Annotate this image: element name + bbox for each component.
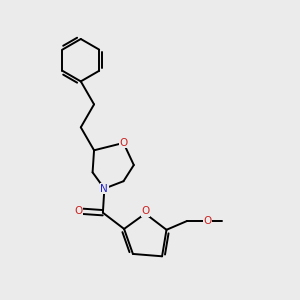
Text: O: O	[119, 138, 128, 148]
Text: O: O	[204, 216, 212, 226]
Text: O: O	[75, 206, 83, 216]
Text: N: N	[100, 184, 108, 194]
Text: O: O	[141, 206, 149, 216]
